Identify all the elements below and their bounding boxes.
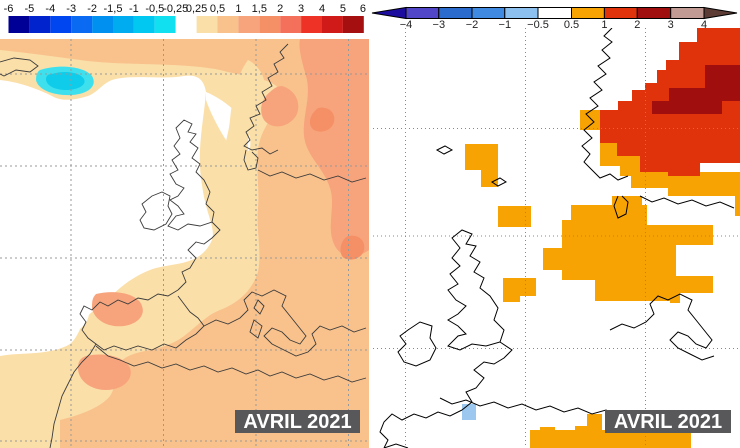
svg-text:−1: −1: [499, 19, 512, 31]
svg-text:-0,5: -0,5: [145, 3, 164, 15]
svg-text:−4: −4: [400, 19, 413, 31]
svg-text:4: 4: [319, 3, 325, 15]
svg-text:2: 2: [634, 19, 640, 31]
svg-text:−2: −2: [466, 19, 479, 31]
svg-text:-1,5: -1,5: [104, 3, 123, 15]
svg-text:6: 6: [360, 3, 366, 15]
svg-text:3: 3: [298, 3, 304, 15]
svg-text:-2: -2: [87, 3, 97, 15]
svg-text:-1: -1: [129, 3, 139, 15]
svg-text:−0.5: −0.5: [527, 19, 549, 31]
svg-text:−3: −3: [433, 19, 446, 31]
svg-text:1,5: 1,5: [252, 3, 267, 15]
svg-text:3: 3: [668, 19, 674, 31]
svg-text:1: 1: [601, 19, 607, 31]
svg-text:-4: -4: [45, 3, 55, 15]
svg-text:AVRIL 2021: AVRIL 2021: [614, 411, 722, 433]
svg-text:4: 4: [701, 19, 707, 31]
svg-text:-6: -6: [4, 3, 14, 15]
svg-text:-0,25: -0,25: [163, 3, 188, 15]
svg-text:0,5: 0,5: [210, 3, 225, 15]
svg-text:-5: -5: [25, 3, 35, 15]
svg-text:5: 5: [340, 3, 346, 15]
svg-text:1: 1: [235, 3, 241, 15]
svg-text:0.5: 0.5: [564, 19, 579, 31]
svg-text:-3: -3: [66, 3, 76, 15]
svg-text:2: 2: [277, 3, 283, 15]
svg-text:AVRIL 2021: AVRIL 2021: [243, 411, 351, 433]
svg-text:0,25: 0,25: [186, 3, 207, 15]
